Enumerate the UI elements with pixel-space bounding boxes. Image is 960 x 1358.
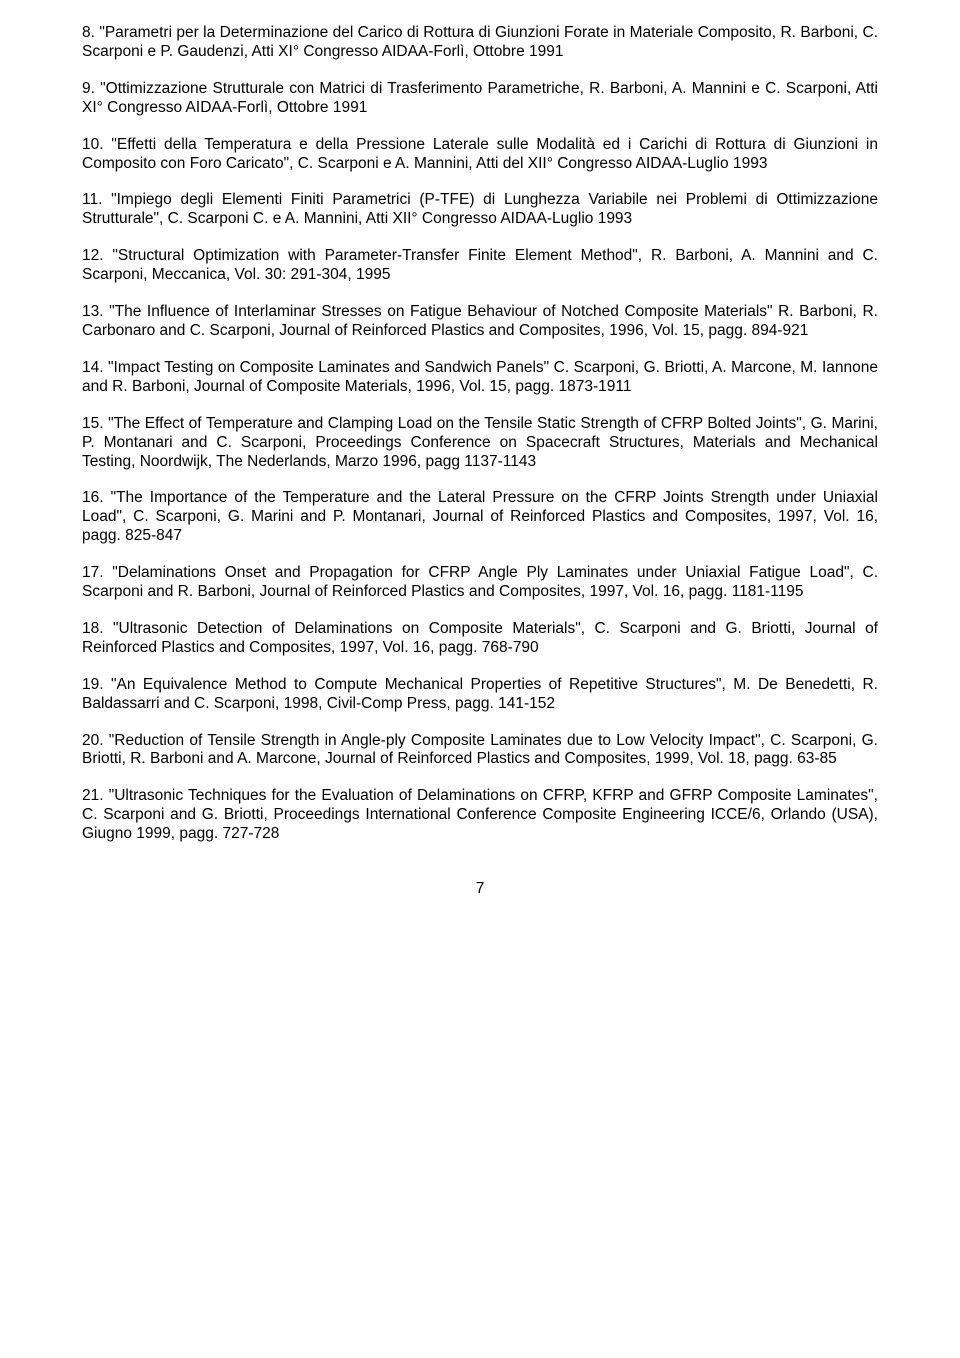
bibliography-entry: 8. "Parametri per la Determinazione del … [82,24,878,62]
bibliography-entry: 19. "An Equivalence Method to Compute Me… [82,676,878,714]
bibliography-entry: 11. "Impiego degli Elementi Finiti Param… [82,191,878,229]
bibliography-entry: 12. "Structural Optimization with Parame… [82,247,878,285]
entry-text: "Parametri per la Determinazione del Car… [82,24,878,60]
entry-number: 19. [82,676,104,693]
entry-text: "Reduction of Tensile Strength in Angle-… [82,732,878,768]
entry-number: 18. [82,620,104,637]
bibliography-entry: 14. "Impact Testing on Composite Laminat… [82,359,878,397]
entry-number: 17. [82,564,104,581]
bibliography-entry: 16. "The Importance of the Temperature a… [82,489,878,546]
bibliography-list: 8. "Parametri per la Determinazione del … [82,24,878,844]
document-page: 8. "Parametri per la Determinazione del … [0,0,960,1358]
entry-number: 20. [82,732,104,749]
bibliography-entry: 10. "Effetti della Temperatura e della P… [82,136,878,174]
entry-text: "Ottimizzazione Strutturale con Matrici … [82,80,878,116]
entry-number: 14. [82,359,104,376]
entry-text: "The Influence of Interlaminar Stresses … [82,303,878,339]
entry-number: 21. [82,787,104,804]
entry-text: "Ultrasonic Detection of Delaminations o… [82,620,878,656]
bibliography-entry: 17. "Delaminations Onset and Propagation… [82,564,878,602]
bibliography-entry: 9. "Ottimizzazione Strutturale con Matri… [82,80,878,118]
entry-number: 10. [82,136,104,153]
entry-number: 13. [82,303,104,320]
entry-number: 8. [82,24,95,41]
entry-text: "Effetti della Temperatura e della Press… [82,136,878,172]
entry-text: "Ultrasonic Techniques for the Evaluatio… [82,787,878,842]
bibliography-entry: 21. "Ultrasonic Techniques for the Evalu… [82,787,878,844]
bibliography-entry: 15. "The Effect of Temperature and Clamp… [82,415,878,472]
entry-text: "The Importance of the Temperature and t… [82,489,878,544]
entry-text: "An Equivalence Method to Compute Mechan… [82,676,878,712]
entry-text: "The Effect of Temperature and Clamping … [82,415,878,470]
entry-text: "Impiego degli Elementi Finiti Parametri… [82,191,878,227]
entry-number: 11. [82,191,102,208]
entry-text: "Structural Optimization with Parameter-… [82,247,878,283]
entry-text: "Impact Testing on Composite Laminates a… [82,359,878,395]
entry-number: 12. [82,247,104,264]
bibliography-entry: 18. "Ultrasonic Detection of Delaminatio… [82,620,878,658]
bibliography-entry: 13. "The Influence of Interlaminar Stres… [82,303,878,341]
entry-number: 15. [82,415,104,432]
entry-number: 9. [82,80,95,97]
entry-text: "Delaminations Onset and Propagation for… [82,564,878,600]
entry-number: 16. [82,489,104,506]
bibliography-entry: 20. "Reduction of Tensile Strength in An… [82,732,878,770]
page-number: 7 [82,880,878,899]
